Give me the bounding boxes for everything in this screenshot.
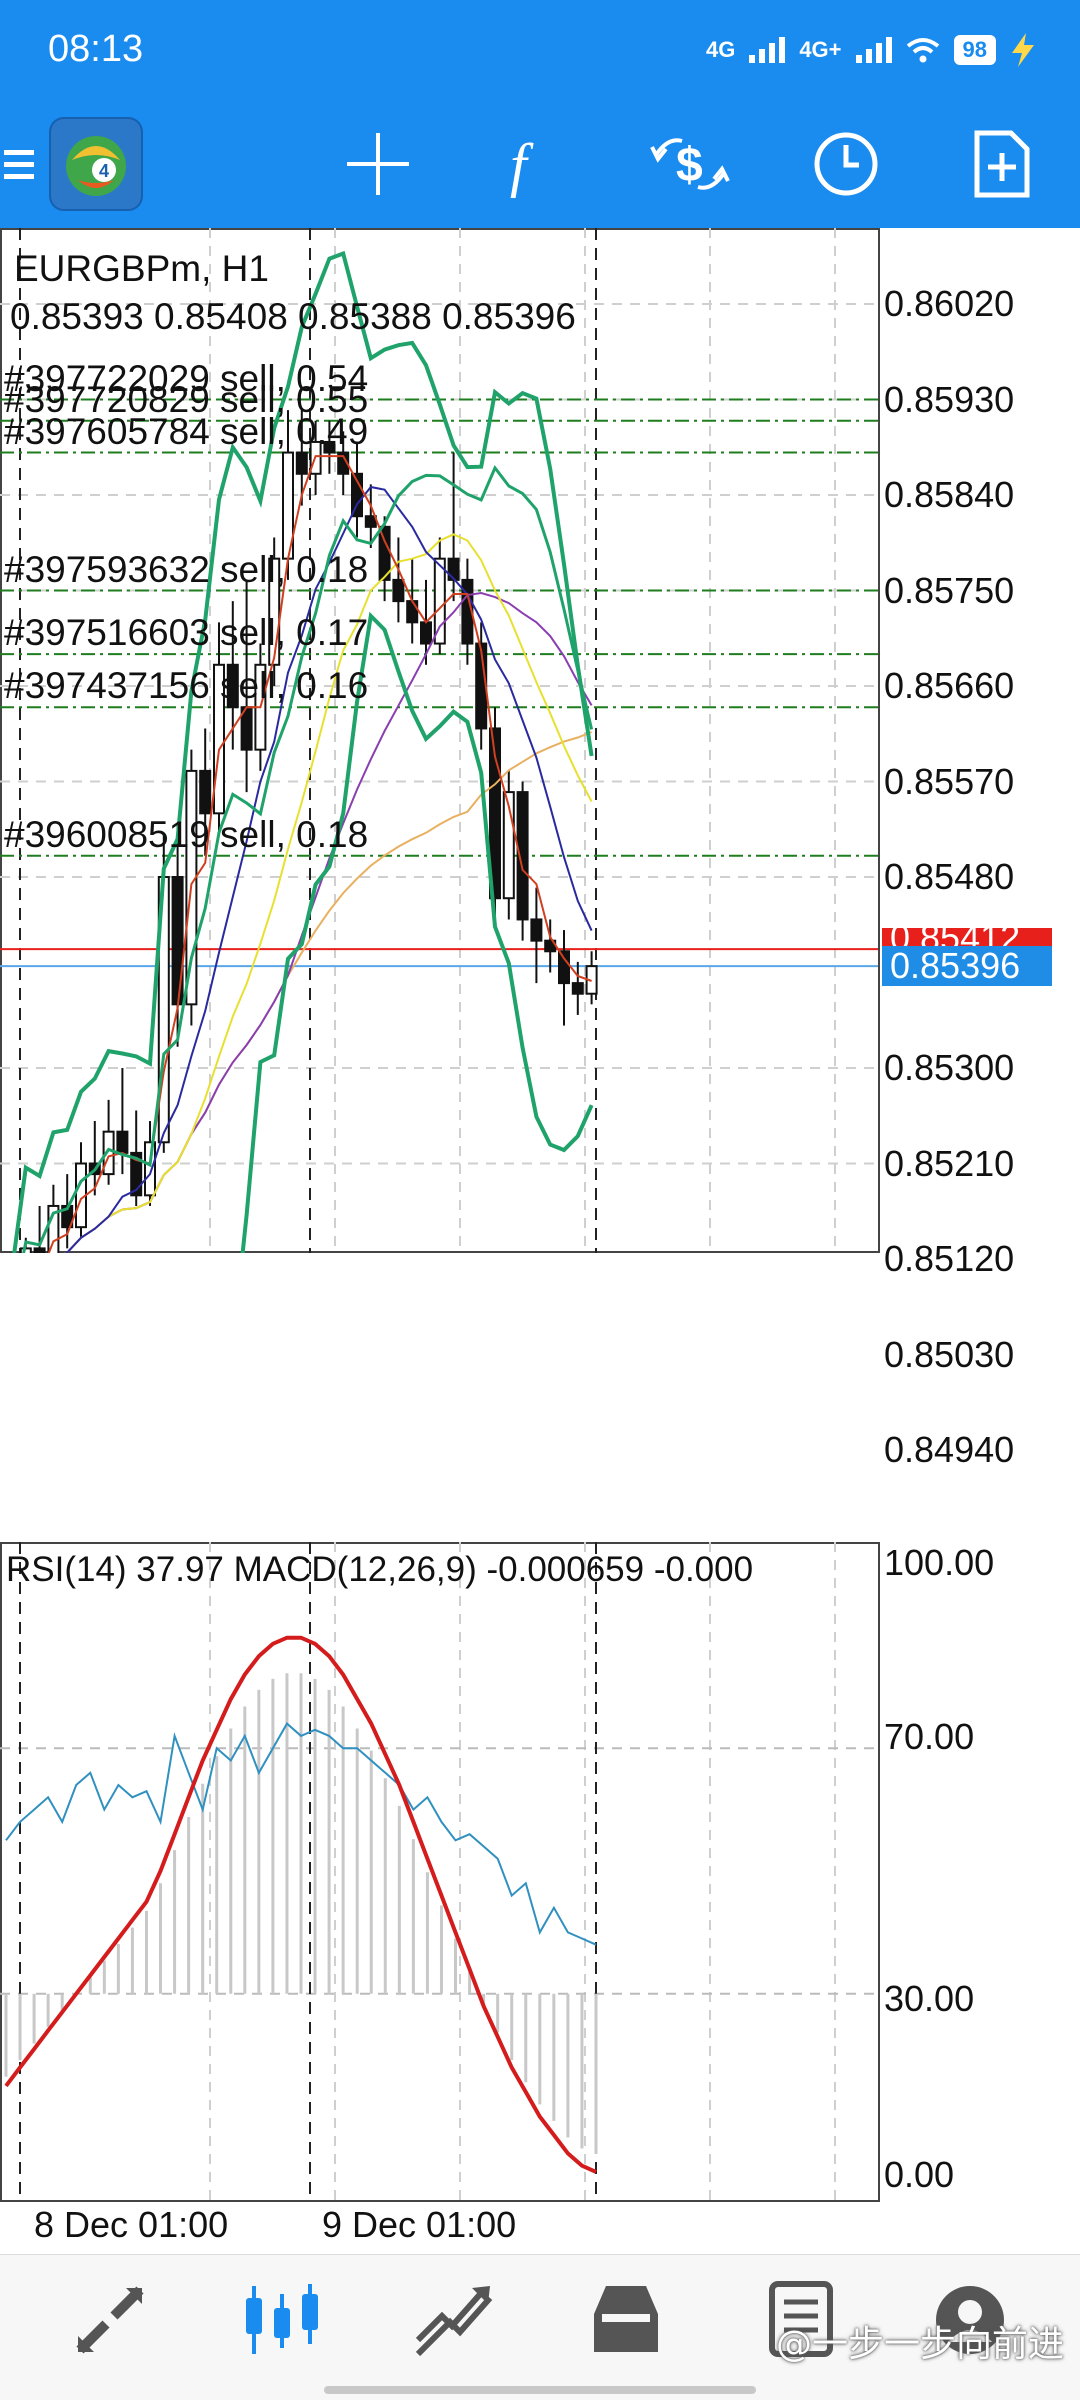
candle xyxy=(433,537,446,655)
candle xyxy=(323,420,336,474)
svg-text:f: f xyxy=(510,132,534,198)
price-axis-label: 0.85030 xyxy=(884,1333,1015,1375)
chart-ohlc: 0.85393 0.85408 0.85388 0.85396 xyxy=(10,296,576,337)
trade-icon[interactable] xyxy=(394,2275,514,2365)
price-chart[interactable]: EURGBPm, H1 0.85393 0.85408 0.85388 0.85… xyxy=(0,228,1080,1470)
candle xyxy=(489,707,501,920)
status-time: 08:13 xyxy=(48,28,144,70)
order-label: #397516603 sell, 0.17 xyxy=(4,612,369,654)
crosshair-icon[interactable] xyxy=(330,100,426,228)
news-icon[interactable] xyxy=(738,2275,858,2365)
profile-icon[interactable] xyxy=(910,2275,1030,2365)
price-axis-label: 0.85120 xyxy=(884,1238,1015,1279)
price-axis-label: 0.85570 xyxy=(884,760,1015,802)
price-axis-label: 0.86020 xyxy=(884,283,1015,324)
candle xyxy=(364,484,377,549)
network-type-2: 4G+ xyxy=(799,37,842,62)
indicator-window[interactable]: RSI(14) 37.97 MACD(12,26,9) -0.000659 -0… xyxy=(0,1542,1080,2202)
candle xyxy=(226,601,239,750)
chart-icon[interactable] xyxy=(222,2275,342,2365)
candle xyxy=(213,622,225,835)
moving-average-line xyxy=(63,485,593,1253)
rsi-level-30: 30.00 xyxy=(884,1978,975,2019)
indicator-frame xyxy=(0,1542,880,2202)
order-label: #397605784 sell, 0.49 xyxy=(4,410,369,452)
menu-icon[interactable] xyxy=(0,100,40,228)
price-chart-canvas[interactable] xyxy=(0,228,1080,1253)
candle xyxy=(351,441,363,538)
macd-signal-line xyxy=(4,1635,597,2174)
status-icons: 4G 4G+ 98 xyxy=(706,30,1036,70)
bottom-navigation: @一步一步向前进 xyxy=(0,2254,1080,2400)
order-label: #396008519 sell, 0.18 xyxy=(4,813,369,855)
timeframe-clock-icon[interactable] xyxy=(798,100,894,228)
price-axis-label: 0.85300 xyxy=(884,1047,1015,1088)
band-lower-line xyxy=(240,611,594,1253)
signal-icon xyxy=(855,37,892,63)
battery-icon: 98 xyxy=(953,35,996,65)
ask-price-tag: 0.85412 xyxy=(882,928,1052,950)
order-label: #397720829 sell, 0.55 xyxy=(4,378,369,420)
svg-text:4: 4 xyxy=(99,161,109,181)
rsi-level-100: 100.00 xyxy=(884,1542,995,1583)
charging-icon xyxy=(1012,33,1034,67)
svg-text:$: $ xyxy=(676,139,703,192)
moving-average-line xyxy=(47,455,592,1253)
price-axis-label: 0.85480 xyxy=(884,856,1015,897)
indicator-canvas[interactable] xyxy=(0,1542,1080,2202)
signal-icon xyxy=(749,37,786,63)
rsi-line xyxy=(5,1722,597,1946)
price-axis-label: 0.85750 xyxy=(884,569,1015,611)
indicator-header: RSI(14) 37.97 MACD(12,26,9) -0.000659 -0… xyxy=(6,1550,754,1589)
candle xyxy=(295,410,308,506)
candle xyxy=(516,781,529,941)
candle xyxy=(558,930,570,1026)
history-icon[interactable] xyxy=(566,2275,686,2365)
order-label: #397437156 sell, 0.16 xyxy=(4,665,369,707)
order-label: #397593632 sell, 0.18 xyxy=(4,548,369,590)
watermark: @一步一步向前进 xyxy=(775,2324,1064,2365)
app-toolbar: 4 f $ xyxy=(0,100,1080,228)
chart-symbol-timeframe: EURGBPm, H1 xyxy=(14,248,269,289)
status-bar: 08:13 4G 4G+ 98 xyxy=(0,0,1080,100)
candle xyxy=(571,961,584,1015)
network-type-1: 4G xyxy=(705,37,736,62)
date-axis-label: 8 Dec 01:00 xyxy=(34,2204,229,2245)
function-icon[interactable]: f xyxy=(484,100,580,228)
candle xyxy=(392,537,405,623)
symbol-swap-icon[interactable]: $ xyxy=(640,100,740,228)
order-label: #397722029 sell, 0.54 xyxy=(4,357,369,399)
wifi-icon xyxy=(906,38,939,63)
price-axis-label: 0.85210 xyxy=(884,1142,1015,1184)
band-middle-line xyxy=(22,464,594,1253)
price-axis-label: 0.85840 xyxy=(884,474,1015,515)
bid-price-tag: 0.85396 xyxy=(882,946,1052,986)
band-upper-line xyxy=(12,250,594,1253)
rsi-level-70: 70.00 xyxy=(884,1716,975,1757)
candle xyxy=(530,887,543,984)
rsi-level-0: 0.00 xyxy=(884,2154,955,2195)
candle xyxy=(502,770,515,920)
price-axis-label: 0.85930 xyxy=(884,378,1015,420)
candle xyxy=(199,728,212,856)
date-axis-label: 9 Dec 01:00 xyxy=(322,2204,517,2245)
metatrader-logo-icon[interactable]: 4 xyxy=(46,100,146,228)
price-axis-label: 0.84940 xyxy=(884,1429,1015,1470)
add-object-icon[interactable] xyxy=(954,100,1050,228)
home-indicator xyxy=(324,2386,756,2394)
quotes-icon[interactable] xyxy=(50,2275,170,2365)
price-axis-label: 0.85660 xyxy=(884,665,1015,706)
